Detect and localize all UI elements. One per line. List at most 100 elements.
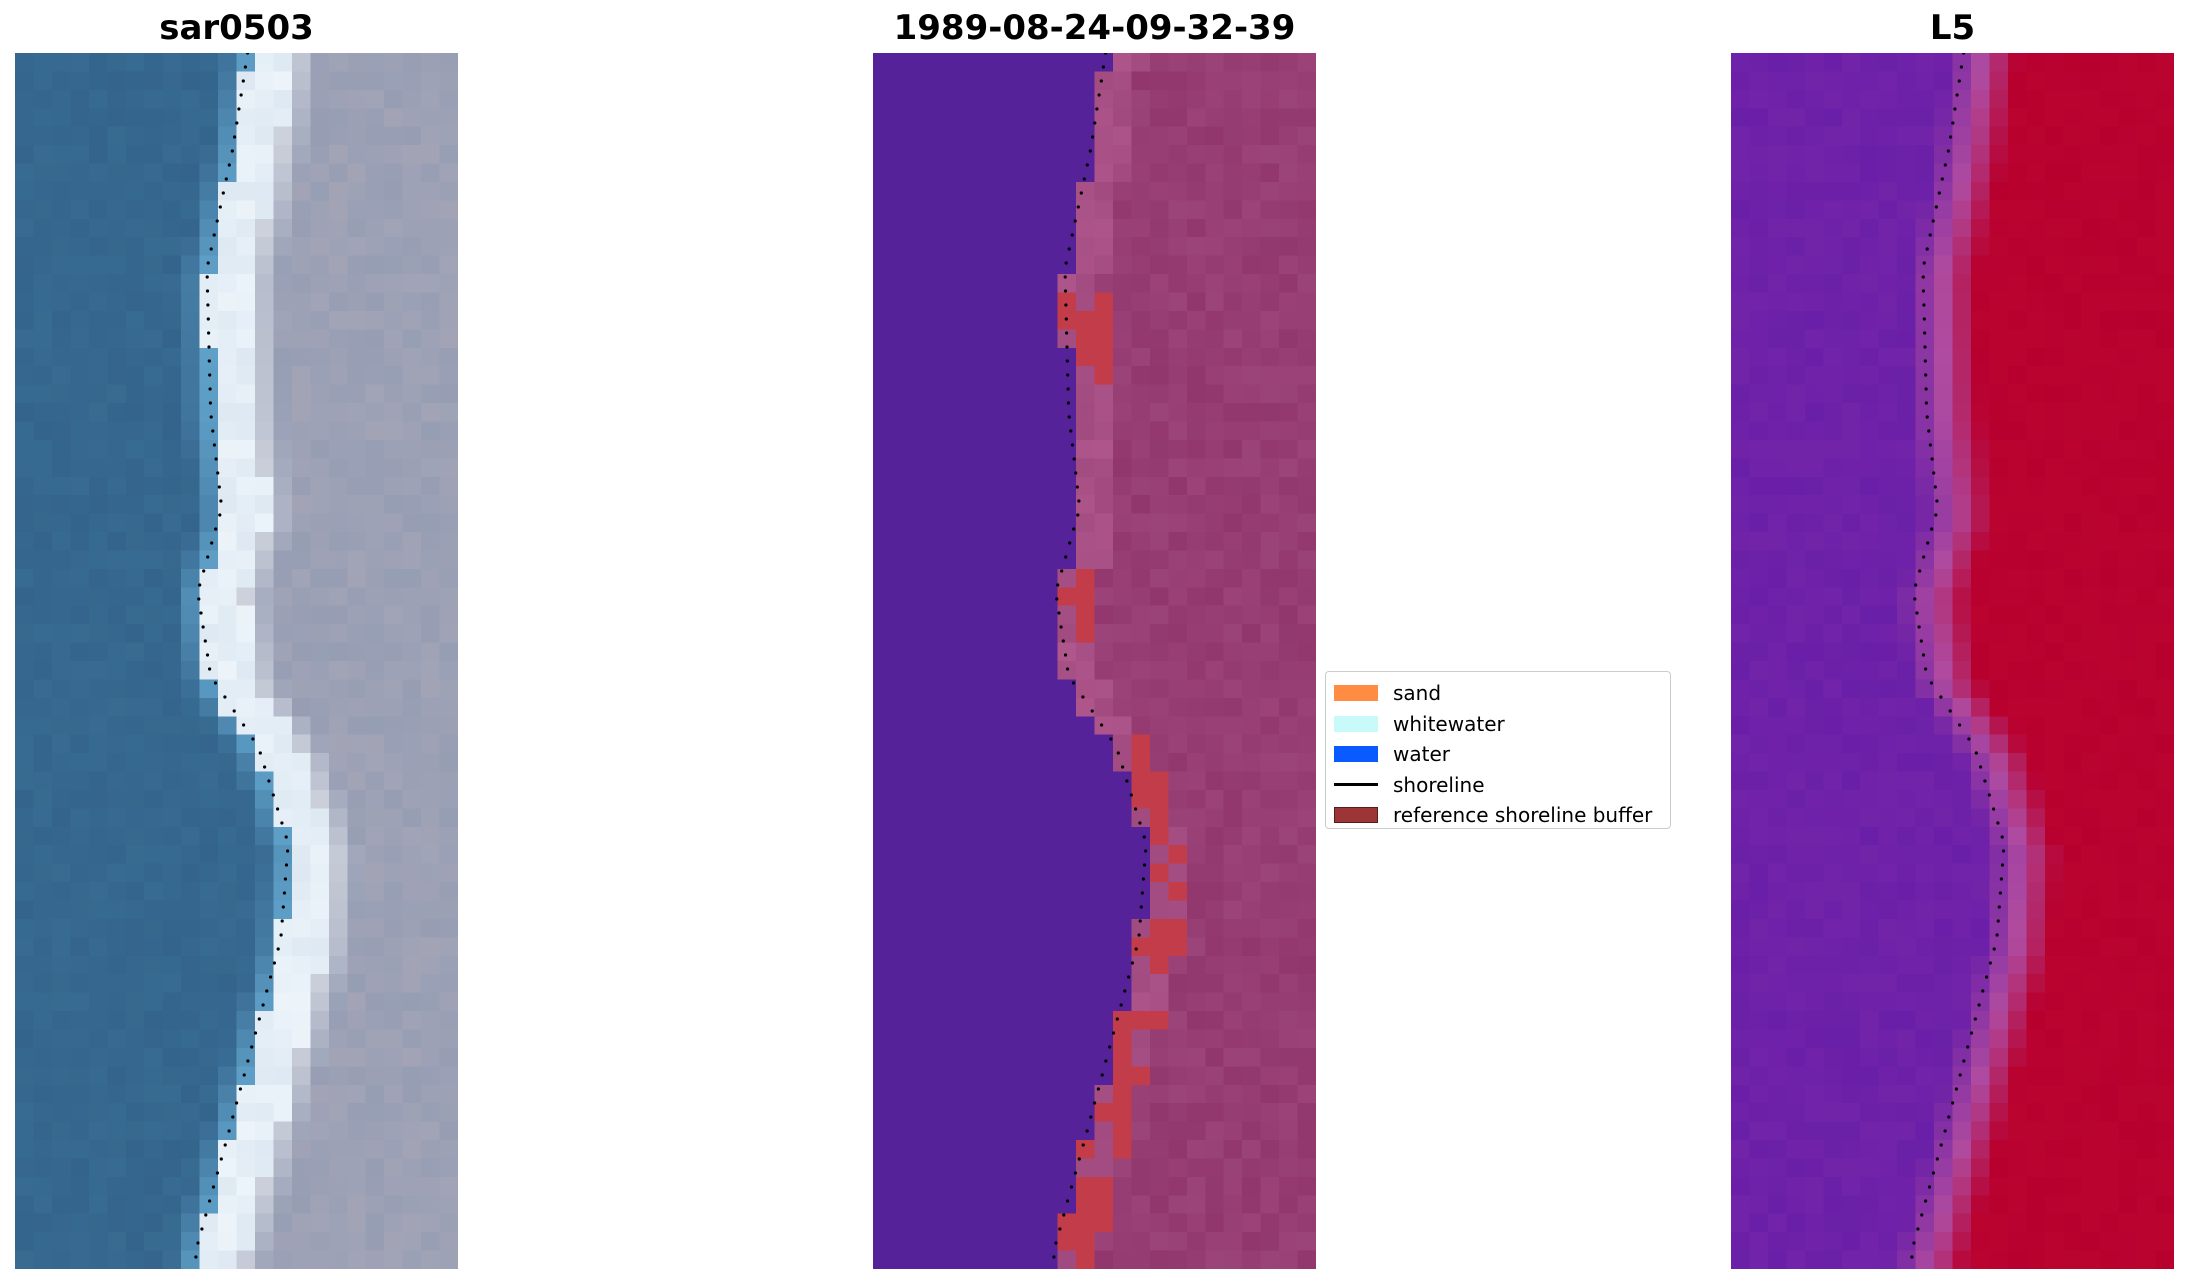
shoreline-dot	[217, 485, 221, 489]
shoreline-dot	[1063, 653, 1068, 657]
shoreline-dot	[237, 107, 241, 111]
shoreline-dot	[1064, 303, 1068, 307]
shoreline-dot	[1939, 695, 1943, 699]
shoreline-dot	[1077, 499, 1081, 503]
shoreline-dot	[1923, 331, 1927, 335]
shoreline-dot	[1085, 163, 1089, 167]
shoreline-dot	[1109, 737, 1113, 741]
legend-swatch-water	[1334, 746, 1378, 763]
shoreline-dot	[1996, 821, 2000, 825]
shoreline-dot	[271, 793, 275, 797]
shoreline-dot	[1992, 807, 1996, 811]
shoreline-dot	[1099, 79, 1103, 83]
classification-panel	[873, 53, 1316, 1269]
shoreline-dot	[1063, 275, 1067, 279]
panel-title-index: L5	[1929, 8, 1976, 48]
shoreline-dot	[1924, 373, 1928, 377]
shoreline-dot	[1985, 975, 1989, 979]
shoreline-dot	[1988, 961, 1992, 965]
shoreline-dot	[2000, 863, 2005, 867]
shoreline-dot	[214, 457, 218, 461]
shoreline-dot	[230, 149, 234, 153]
shoreline-dot	[1075, 485, 1079, 489]
legend-item-sand: sand	[1326, 678, 1670, 709]
shoreline-dot	[1935, 1157, 1939, 1161]
shoreline-dot	[1954, 1087, 1958, 1091]
shoreline-dot	[219, 1157, 223, 1161]
shoreline-dot	[239, 93, 243, 97]
shoreline-dot	[208, 401, 212, 405]
shoreline-dot	[279, 933, 283, 937]
shoreline-dot	[1998, 891, 2002, 895]
shoreline-dot	[1928, 233, 1932, 237]
shoreline-dot	[1924, 387, 1928, 391]
shoreline-dot	[201, 625, 205, 629]
shoreline-dot	[1934, 513, 1938, 517]
shoreline-dot	[1973, 1017, 1977, 1021]
shoreline-dot	[1066, 373, 1070, 377]
shoreline-dot	[1130, 961, 1134, 965]
shoreline-dot	[1992, 947, 1996, 951]
shoreline-dot	[206, 317, 210, 321]
shoreline-dot	[1930, 457, 1934, 461]
shoreline-dot	[207, 331, 211, 335]
shoreline-dot	[235, 121, 239, 125]
shoreline-dot	[208, 373, 212, 377]
shoreline-dot	[1969, 1031, 1974, 1035]
shoreline-dot	[197, 597, 201, 601]
shoreline-dot	[212, 233, 216, 237]
shoreline-dot	[1052, 1255, 1056, 1259]
shoreline-dot	[1066, 667, 1070, 671]
legend-item-water: water	[1326, 739, 1670, 770]
shoreline-dot	[282, 891, 286, 895]
shoreline-dot	[1054, 1241, 1058, 1245]
shoreline-dot	[1931, 219, 1935, 223]
shoreline-dot	[1095, 107, 1099, 111]
shoreline-dot	[1138, 919, 1142, 923]
shoreline-dot	[269, 975, 273, 979]
shoreline-dot	[212, 443, 216, 447]
shoreline-dot	[1144, 849, 1148, 853]
shoreline-dot	[257, 1017, 261, 1021]
shoreline-dot	[1953, 107, 1957, 111]
shoreline-dot	[1060, 569, 1064, 573]
shoreline-dot	[1096, 1087, 1100, 1091]
shoreline-dot	[1912, 1241, 1916, 1245]
shoreline-dot	[218, 513, 222, 517]
shoreline-dot	[280, 919, 284, 923]
shoreline-dot	[258, 751, 262, 755]
shoreline-dot	[1947, 1115, 1951, 1119]
shoreline-dot	[250, 1045, 254, 1049]
shoreline-dot	[1979, 765, 1983, 769]
shoreline-overlay	[1052, 53, 1148, 1259]
shoreline-dot	[1100, 723, 1104, 727]
shoreline-dot	[1981, 989, 1985, 993]
shoreline-dot	[1072, 527, 1076, 531]
shoreline-dot	[218, 205, 222, 209]
shoreline-dot	[1056, 583, 1060, 587]
legend-item-whitewater: whitewater	[1326, 709, 1670, 740]
shoreline-dot	[1104, 53, 1108, 55]
shoreline-dot	[1065, 359, 1069, 363]
shoreline-dot	[1962, 53, 1966, 55]
shoreline-dot	[1116, 751, 1120, 755]
shoreline-dot	[1069, 1185, 1074, 1189]
shoreline-dot	[1922, 303, 1926, 307]
legend-item-shoreline: shoreline	[1326, 770, 1670, 801]
shoreline-dot	[1057, 611, 1061, 615]
shoreline-dot	[223, 695, 227, 699]
shoreline-dot	[1943, 163, 1947, 167]
shoreline-dot	[224, 177, 228, 181]
rgb-image	[15, 53, 458, 1269]
shoreline-dot	[1917, 625, 1921, 629]
shoreline-dot	[1932, 471, 1936, 475]
shoreline-dot	[1967, 737, 1971, 741]
shoreline-dot	[1064, 317, 1068, 321]
shoreline-dot	[1100, 1073, 1104, 1077]
shoreline-dot	[1955, 93, 1959, 97]
shoreline-dot	[1090, 709, 1094, 713]
legend-label: shoreline	[1393, 772, 1485, 797]
shoreline-dot	[1916, 1227, 1920, 1231]
shoreline-dot	[1939, 1143, 1943, 1147]
shoreline-dot	[208, 1199, 212, 1203]
